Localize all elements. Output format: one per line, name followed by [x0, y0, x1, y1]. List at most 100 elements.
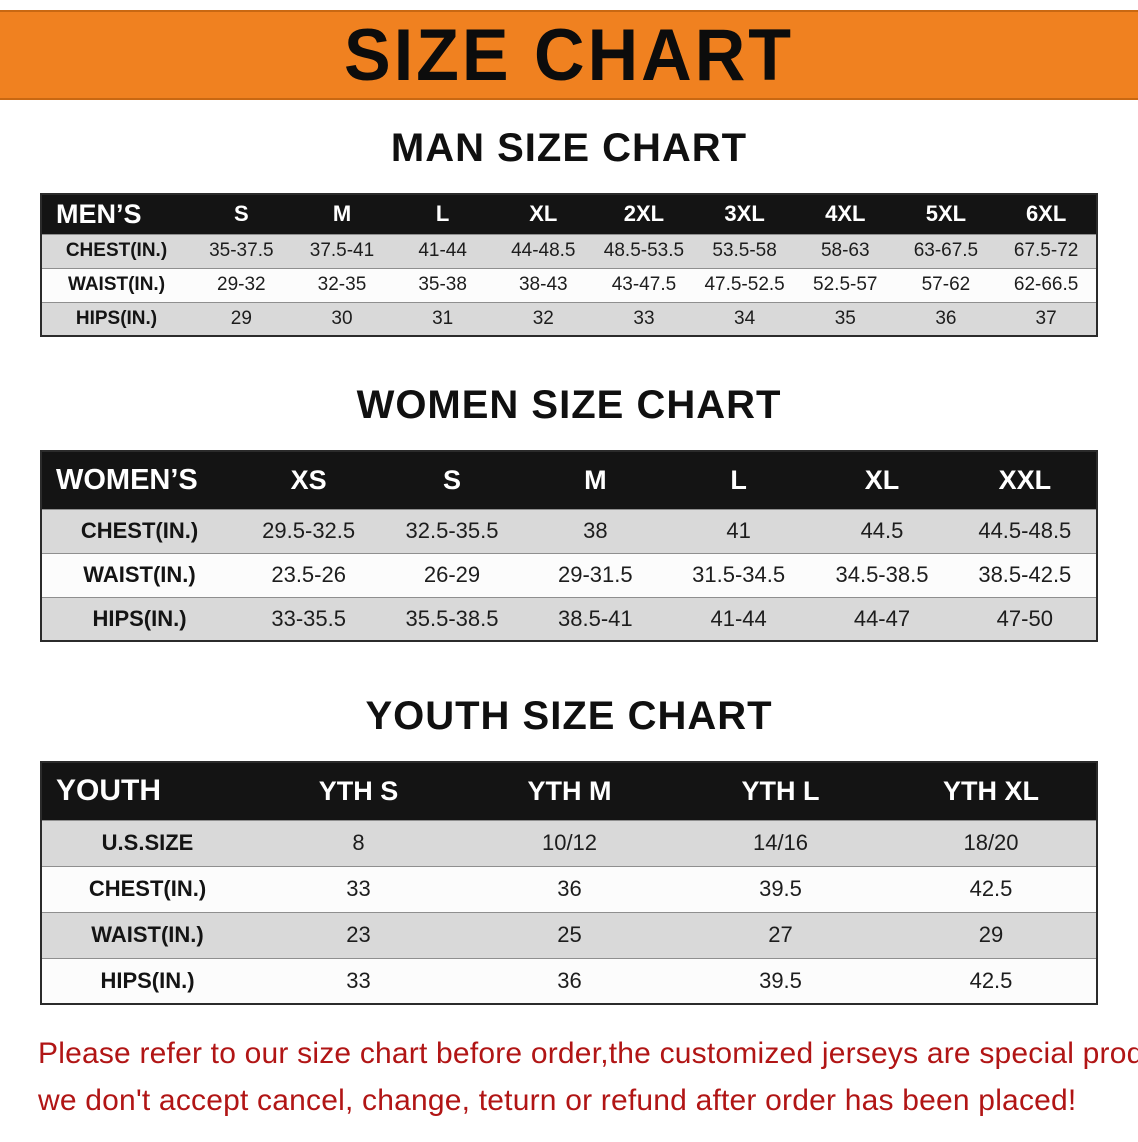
- size-column-header: 6XL: [1025, 201, 1067, 227]
- youth-size-table: YOUTH YTH S YTH M YTH L YTH XL U.S.SIZE 8 10/…: [40, 761, 1098, 1005]
- youth-table-body: U.S.SIZE 8 10/12 14/16 18/20 CHEST(IN.) 33 36 39…: [41, 820, 1097, 1004]
- measurement-row: HIPS(IN.) 33-35.5 35.5-38.5 38.5-41 41-44 44-…: [41, 597, 1097, 641]
- size-value: 31.5-34.5: [692, 562, 786, 587]
- measurement-row: WAIST(IN.) 23.5-26 26-29 29-31.5 31.5-34.5 34…: [41, 553, 1097, 597]
- size-value: 8: [352, 830, 365, 855]
- row-label: HIPS(IN.): [92, 605, 187, 631]
- size-chart-banner: SIZE CHART: [0, 10, 1138, 100]
- size-value: 41-44: [710, 605, 767, 631]
- size-value: 33-35.5: [271, 605, 346, 631]
- measurement-row: WAIST(IN.) 29-32 32-35 35-38 38-43 43-47.5 47.…: [41, 268, 1097, 302]
- youth-corner-label: YOUTH: [56, 774, 161, 808]
- size-value: 41-44: [418, 240, 467, 261]
- size-column-header: YTH XL: [942, 775, 1039, 806]
- size-value: 37: [1035, 307, 1057, 329]
- size-value: 37.5-41: [309, 240, 375, 261]
- size-value: 44.5: [860, 518, 904, 543]
- women-corner-label: WOMEN’S: [56, 463, 198, 496]
- size-value: 38: [583, 518, 608, 543]
- size-value: 52.5-57: [813, 274, 878, 295]
- size-value: 23.5-26: [271, 562, 346, 587]
- size-value: 31: [432, 307, 454, 329]
- measurement-row: CHEST(IN.) 33 36 39.5 42.5: [41, 866, 1097, 912]
- size-value: 35-37.5: [209, 240, 274, 261]
- size-value: 32: [532, 307, 554, 329]
- size-value: 39.5: [759, 967, 802, 993]
- row-label: CHEST(IN.): [65, 240, 168, 261]
- row-label: CHEST(IN.): [80, 518, 199, 543]
- size-column-header: S: [233, 201, 249, 227]
- women-size-table: WOMEN’S XS S M L XL XXL CHEST(IN.) 29.5-32.5 32…: [40, 450, 1098, 642]
- size-column-header: 2XL: [623, 201, 665, 227]
- youth-section-heading: YOUTH SIZE CHART: [365, 694, 773, 738]
- measurement-row: HIPS(IN.) 29 30 31 32 33 34 35 36 37: [41, 302, 1097, 336]
- youth-header-row: YOUTH YTH S YTH M YTH L YTH XL: [41, 762, 1097, 820]
- women-header-row: WOMEN’S XS S M L XL XXL: [41, 451, 1097, 509]
- size-column-header: XS: [290, 464, 327, 495]
- size-column-header: M: [332, 201, 352, 227]
- size-column-header: S: [442, 464, 461, 495]
- size-value: 48.5-53.5: [603, 240, 685, 261]
- size-column-header: 4XL: [825, 201, 866, 227]
- row-label: WAIST(IN.): [67, 274, 166, 295]
- row-label: HIPS(IN.): [75, 307, 158, 329]
- size-value: 39.5: [759, 876, 802, 901]
- size-value: 38.5-42.5: [978, 562, 1072, 587]
- size-value: 29: [978, 922, 1004, 947]
- measurement-row: HIPS(IN.) 33 36 39.5 42.5: [41, 958, 1097, 1004]
- size-value: 35-38: [418, 274, 467, 295]
- men-header-row: MEN’S S M L XL 2XL 3XL 4XL 5XL 6XL: [41, 194, 1097, 234]
- size-column-header: YTH S: [318, 775, 399, 806]
- size-column-header: L: [435, 201, 450, 227]
- row-label: WAIST(IN.): [91, 922, 204, 947]
- size-value: 35.5-38.5: [405, 605, 499, 631]
- size-value: 63-67.5: [913, 240, 979, 261]
- row-label: U.S.SIZE: [101, 830, 194, 855]
- women-table-body: CHEST(IN.) 29.5-32.5 32.5-35.5 38 41 44.5 44.5…: [41, 509, 1097, 641]
- footer-note-line1: Please refer to our size chart before or…: [38, 1037, 1138, 1070]
- footer-note: Please refer to our size chart before or…: [38, 1031, 1138, 1124]
- size-value: 33: [633, 307, 655, 329]
- size-value: 34: [734, 307, 756, 329]
- size-column-header: YTH M: [527, 775, 612, 806]
- size-value: 27: [768, 922, 793, 947]
- size-value: 33: [346, 967, 371, 993]
- size-value: 58-63: [820, 240, 870, 261]
- size-value: 38.5-41: [558, 605, 633, 631]
- footer-note-line2: we don't accept cancel, change, teturn o…: [38, 1083, 1077, 1117]
- size-value: 42.5: [969, 876, 1013, 901]
- size-value: 36: [557, 876, 582, 901]
- size-value: 47-50: [996, 605, 1053, 631]
- measurement-row: U.S.SIZE 8 10/12 14/16 18/20: [41, 820, 1097, 866]
- page-title: SIZE CHART: [344, 14, 794, 96]
- size-value: 67.5-72: [1013, 240, 1079, 261]
- size-value: 42.5: [969, 967, 1013, 993]
- size-value: 29: [230, 307, 252, 329]
- size-value: 10/12: [541, 830, 598, 855]
- size-value: 53.5-58: [712, 240, 777, 261]
- size-value: 29-32: [217, 274, 266, 295]
- size-value: 43-47.5: [611, 274, 677, 295]
- size-value: 23: [346, 922, 371, 947]
- measurement-row: CHEST(IN.) 35-37.5 37.5-41 41-44 44-48.5 48.5…: [41, 234, 1097, 268]
- size-value: 32-35: [317, 274, 367, 295]
- size-value: 30: [331, 307, 353, 329]
- size-column-header: XL: [864, 464, 900, 495]
- size-value: 35: [834, 307, 856, 329]
- size-value: 44.5-48.5: [978, 518, 1072, 543]
- size-value: 34.5-38.5: [835, 562, 929, 587]
- man-section-heading: MAN SIZE CHART: [390, 126, 748, 170]
- size-column-header: XL: [529, 201, 558, 227]
- size-value: 33: [346, 876, 371, 901]
- size-value: 38-43: [518, 274, 568, 295]
- size-value: 44-47: [853, 605, 911, 631]
- measurement-row: CHEST(IN.) 29.5-32.5 32.5-35.5 38 41 44.5 44.5…: [41, 509, 1097, 553]
- size-column-header: L: [730, 464, 747, 495]
- size-value: 41: [726, 518, 751, 543]
- size-value: 36: [557, 967, 582, 993]
- size-value: 25: [557, 922, 582, 947]
- row-label: WAIST(IN.): [83, 562, 196, 587]
- size-value: 44-48.5: [511, 240, 576, 261]
- men-size-table: MEN’S S M L XL 2XL 3XL 4XL 5XL 6XL CHEST(IN.) 35-…: [40, 193, 1098, 337]
- row-label: CHEST(IN.): [88, 876, 207, 901]
